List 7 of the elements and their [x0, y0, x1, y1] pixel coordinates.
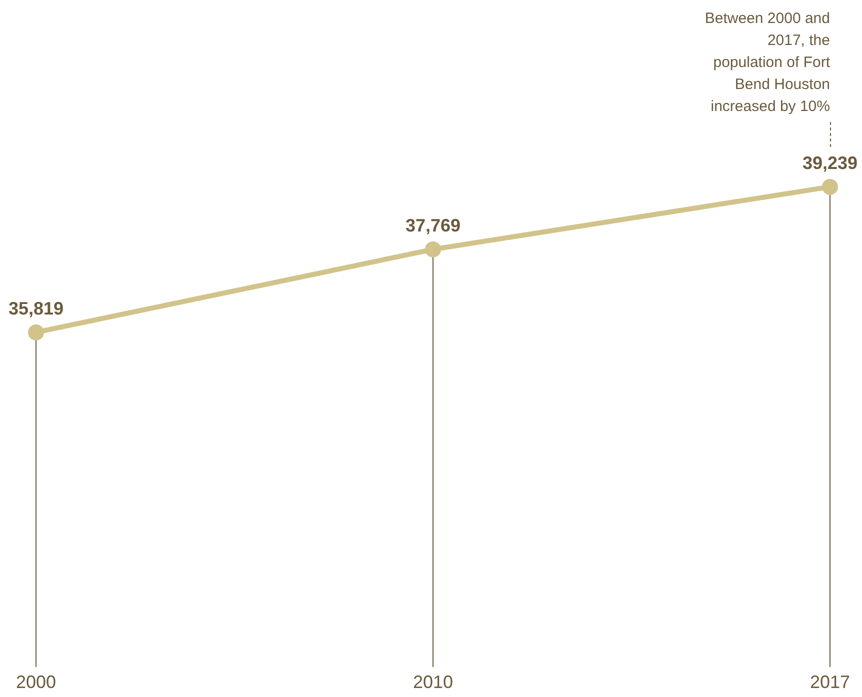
data-label: 37,769 — [405, 215, 461, 236]
data-label: 39,239 — [802, 152, 858, 173]
x-tick-label: 2010 — [412, 672, 454, 692]
x-tick-label: 2017 — [810, 672, 850, 692]
x-tick-label: 2000 — [16, 672, 56, 692]
text: Between 2000 and 2017, the population of Fort Bend Houston increased by 10% — [704, 9, 830, 117]
data-label: 35,819 — [8, 298, 64, 318]
